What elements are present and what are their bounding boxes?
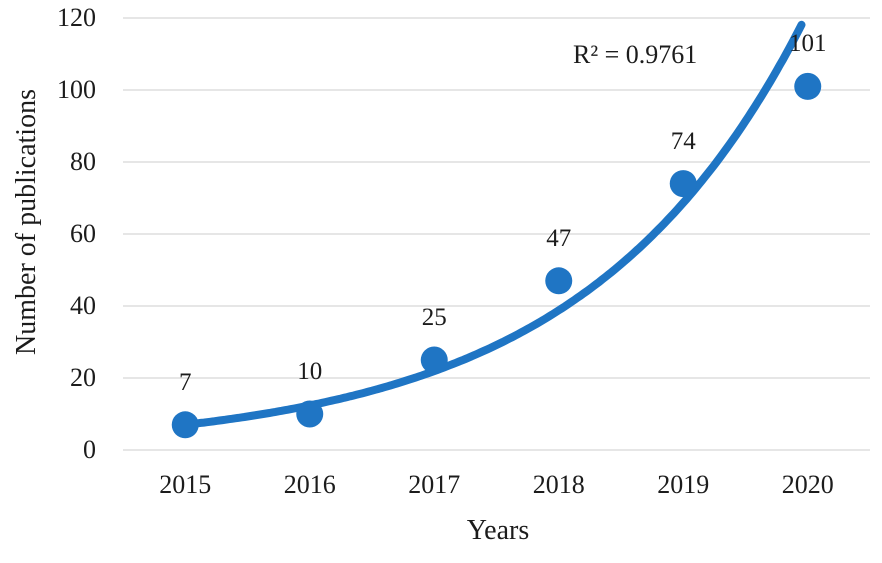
gridlines: [123, 17, 870, 451]
data-point: [545, 267, 573, 295]
y-tick-label: 100: [57, 75, 96, 104]
data-point-label: 101: [789, 30, 827, 58]
data-point: [794, 72, 822, 100]
y-tick-label: 60: [70, 219, 96, 248]
data-point-label: 25: [421, 304, 447, 331]
data-point-label: 10: [297, 358, 323, 385]
y-tick-label: 20: [70, 363, 96, 392]
y-tick-label: 40: [70, 291, 96, 320]
data-points: [171, 72, 822, 439]
x-tick-label: 2016: [283, 470, 336, 499]
y-tick-label: 0: [83, 435, 96, 464]
data-point-label: 7: [179, 368, 192, 396]
data-point: [171, 411, 199, 439]
data-point: [296, 400, 324, 428]
x-tick-label: 2017: [408, 470, 461, 499]
data-point: [669, 170, 697, 198]
x-tick-label: 2019: [657, 470, 710, 499]
y-axis-title: Number of publications: [11, 89, 42, 355]
data-point-label: 74: [670, 127, 696, 155]
r-squared-annotation: R² = 0.9761: [573, 40, 698, 69]
y-tick-label: 120: [57, 3, 96, 32]
y-tick-label: 80: [70, 147, 96, 176]
x-tick-label: 2020: [781, 470, 834, 499]
x-tick-label: 2018: [532, 470, 585, 499]
x-tick-label: 2015: [159, 470, 212, 499]
data-point-label: 47: [546, 224, 572, 252]
data-point: [420, 346, 448, 374]
x-axis-title: Years: [466, 515, 530, 546]
trendline-curve: [181, 20, 806, 429]
